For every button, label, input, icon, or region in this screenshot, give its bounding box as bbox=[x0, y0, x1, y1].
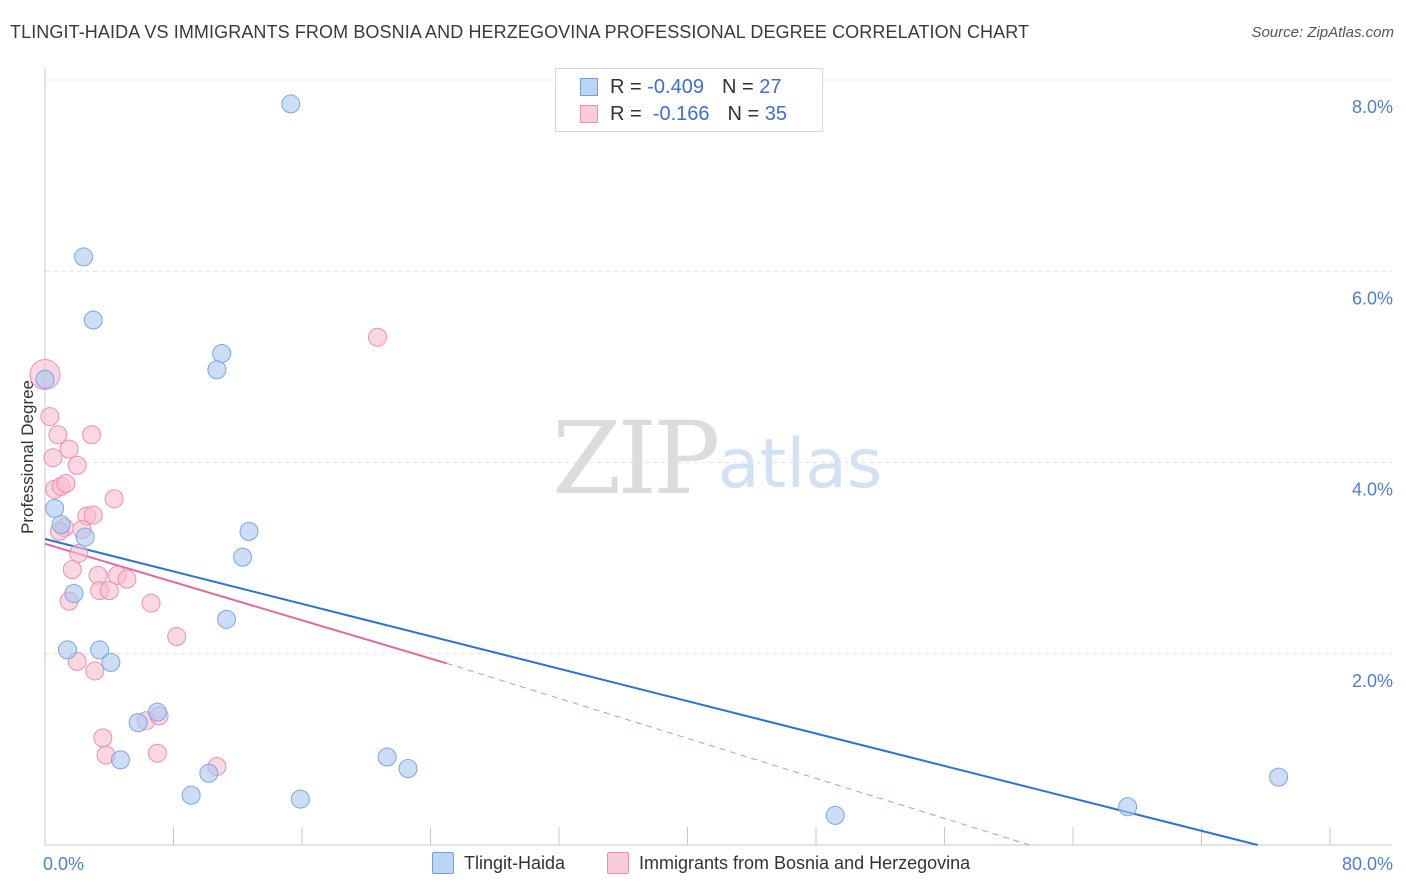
data-point-tlingit-haida bbox=[181, 785, 201, 805]
data-point-tlingit-haida bbox=[51, 515, 71, 535]
x-tick-label-max: 80.0% bbox=[1342, 854, 1393, 874]
data-point-tlingit-haida bbox=[90, 640, 110, 660]
legend-swatch-pink bbox=[607, 852, 629, 874]
data-point-tlingit-haida bbox=[398, 759, 418, 778]
data-point-tlingit-haida bbox=[825, 805, 845, 825]
trend-line-bosnia-extension bbox=[446, 662, 1030, 846]
blue-swatch bbox=[580, 78, 598, 96]
tick-labels: 2.0% 4.0% 6.0% 8.0% 0.0% 80.0% bbox=[43, 97, 1393, 874]
data-point-tlingit-haida bbox=[217, 609, 237, 629]
y-tick-label: 6.0% bbox=[1352, 288, 1393, 308]
trend-line-bosnia bbox=[44, 542, 447, 665]
stats-legend-row-1: R = -0.409 N = 27 bbox=[580, 74, 781, 100]
data-point-tlingit-haida bbox=[75, 527, 95, 547]
legend-swatch-blue bbox=[432, 852, 454, 874]
data-point-bosnia bbox=[83, 505, 103, 525]
y-tick-label: 8.0% bbox=[1352, 97, 1393, 117]
data-point-tlingit-haida bbox=[101, 652, 121, 672]
data-point-tlingit-haida bbox=[207, 360, 227, 380]
trend-lines bbox=[44, 538, 1258, 846]
r-label-2: R = bbox=[610, 102, 642, 125]
data-point-bosnia bbox=[62, 560, 82, 580]
watermark-zip: ZIP bbox=[552, 400, 720, 517]
data-point-tlingit-haida bbox=[83, 310, 103, 330]
y-tick-label: 2.0% bbox=[1352, 671, 1393, 691]
data-point-bosnia bbox=[147, 743, 167, 763]
data-point-bosnia bbox=[104, 489, 124, 509]
legend-item-bosnia: Immigrants from Bosnia and Herzegovina bbox=[607, 852, 970, 874]
chart-title: TLINGIT-HAIDA VS IMMIGRANTS FROM BOSNIA … bbox=[10, 22, 1030, 42]
gridlines bbox=[45, 79, 1392, 655]
source-credit: Source: ZipAtlas.com bbox=[1251, 24, 1394, 41]
data-point-bosnia bbox=[67, 455, 87, 475]
legend-label-bosnia: Immigrants from Bosnia and Herzegovina bbox=[639, 852, 971, 873]
data-point-bosnia bbox=[48, 425, 68, 445]
stats-legend-row-2: R = -0.166 N = 35 bbox=[580, 101, 787, 127]
data-point-tlingit-haida bbox=[128, 713, 148, 733]
data-point-bosnia bbox=[117, 569, 137, 589]
data-point-tlingit-haida bbox=[281, 94, 301, 114]
r-value-2: -0.166 bbox=[652, 102, 710, 125]
data-point-bosnia bbox=[85, 661, 105, 681]
data-point-tlingit-haida bbox=[212, 343, 232, 363]
legend-item-tlingit-haida: Tlingit-Haida bbox=[432, 852, 565, 874]
data-point-tlingit-haida bbox=[57, 640, 77, 660]
data-point-bosnia bbox=[40, 407, 60, 427]
data-point-tlingit-haida bbox=[199, 763, 219, 783]
data-point-tlingit-haida bbox=[377, 747, 397, 767]
x-tick-label-min: 0.0% bbox=[43, 854, 84, 874]
data-point-bosnia bbox=[141, 593, 161, 613]
data-point-bosnia bbox=[43, 448, 63, 468]
legend-label-tlingit-haida: Tlingit-Haida bbox=[464, 852, 566, 873]
stats-legend: R = -0.409 N = 27 R = -0.166 N = 35 bbox=[555, 68, 823, 132]
data-point-bosnia bbox=[59, 439, 79, 459]
n-label-2: N = bbox=[727, 102, 760, 125]
data-point-tlingit-haida bbox=[64, 584, 84, 604]
data-point-bosnia bbox=[167, 627, 187, 647]
data-point-bosnia bbox=[99, 581, 119, 601]
data-point-tlingit-haida bbox=[239, 521, 259, 541]
data-point-bosnia bbox=[82, 425, 102, 445]
trend-line-tlingit-haida bbox=[44, 538, 1258, 846]
data-point-bosnia bbox=[56, 474, 76, 494]
data-point-tlingit-haida bbox=[74, 247, 94, 267]
n-value-2: 35 bbox=[764, 102, 788, 125]
data-point-tlingit-haida bbox=[147, 702, 167, 722]
r-value-1: -0.409 bbox=[647, 75, 704, 98]
pink-swatch bbox=[580, 105, 598, 123]
data-point-bosnia bbox=[93, 728, 113, 748]
data-point-bosnia bbox=[367, 327, 387, 347]
data-point-tlingit-haida bbox=[290, 789, 310, 809]
data-point-tlingit-haida bbox=[1269, 767, 1289, 787]
data-point-tlingit-haida bbox=[35, 369, 55, 389]
n-value-1: 27 bbox=[759, 75, 782, 98]
n-label-1: N = bbox=[721, 75, 754, 98]
data-point-tlingit-haida bbox=[110, 750, 130, 770]
y-tick-label: 4.0% bbox=[1352, 480, 1393, 500]
data-point-tlingit-haida bbox=[233, 547, 253, 567]
data-points bbox=[29, 94, 1289, 825]
r-label-1: R = bbox=[610, 75, 642, 98]
axes bbox=[44, 68, 1392, 846]
data-point-bosnia bbox=[69, 543, 89, 563]
watermark-atlas: atlas bbox=[718, 425, 883, 504]
data-point-tlingit-haida bbox=[1118, 797, 1138, 817]
data-point-tlingit-haida bbox=[45, 498, 65, 518]
